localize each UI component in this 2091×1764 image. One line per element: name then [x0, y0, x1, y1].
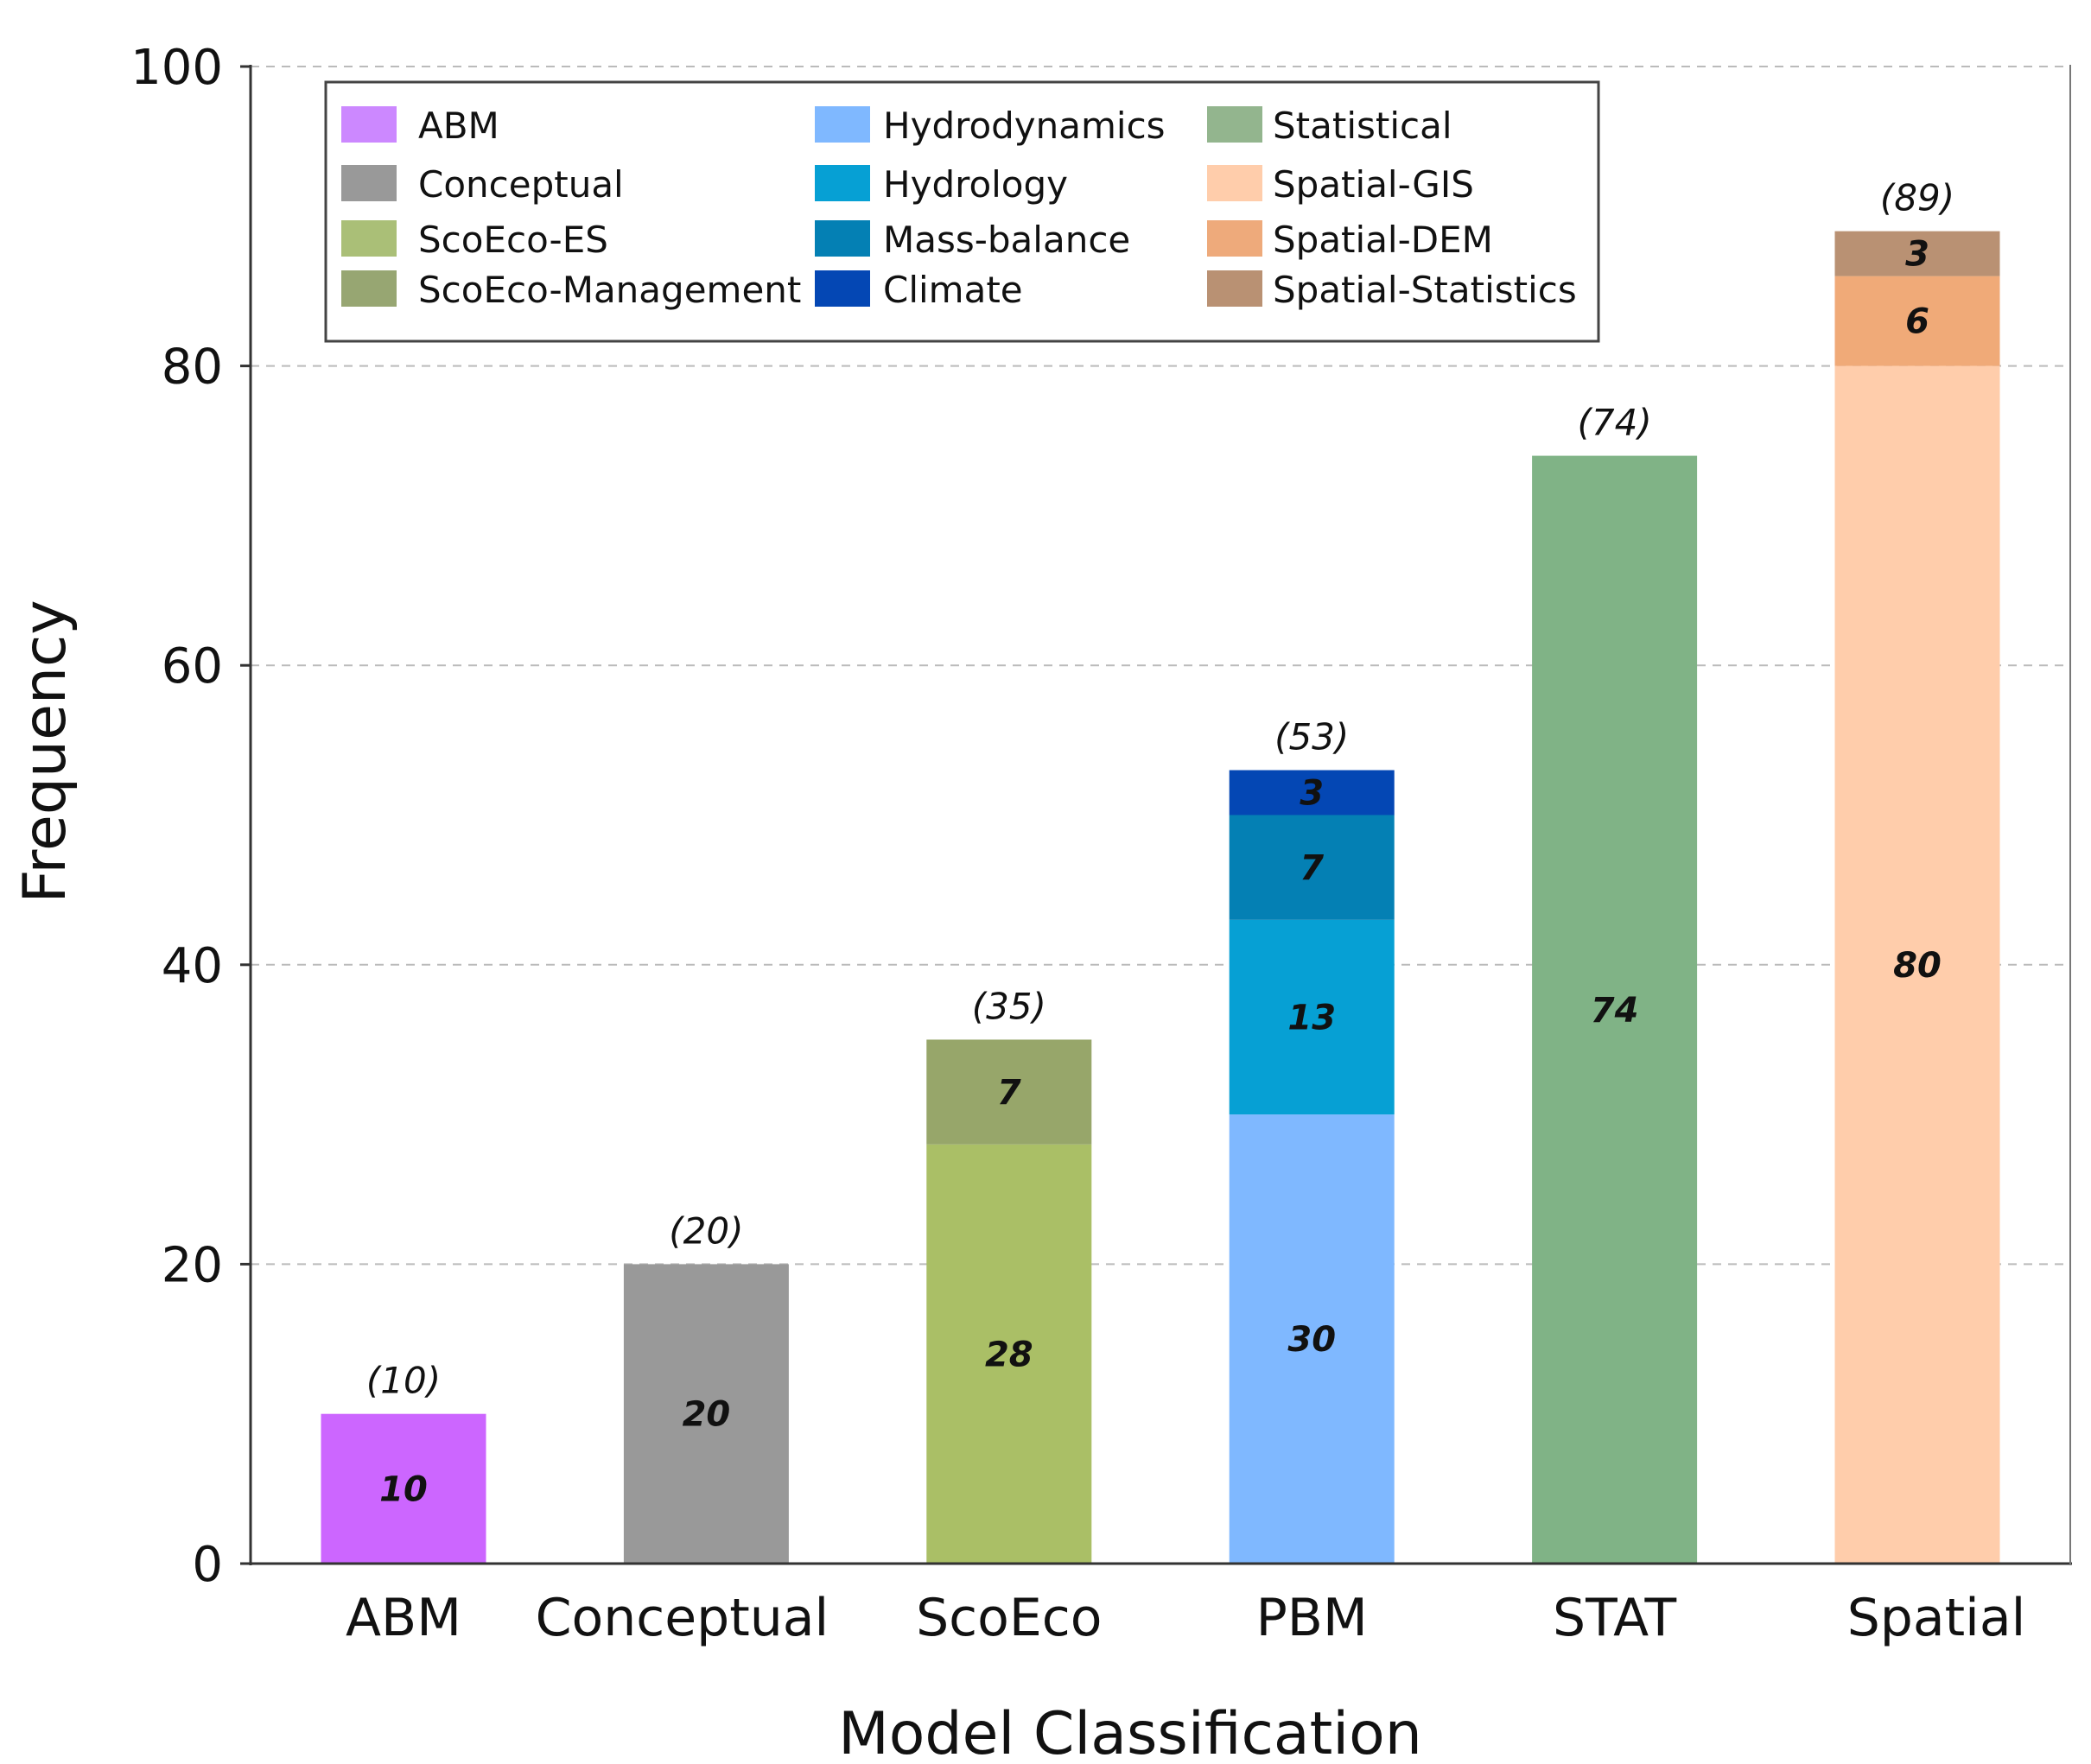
legend-swatch	[1207, 165, 1262, 201]
bar-total-label: (35)	[972, 985, 1046, 1027]
legend-label: Climate	[883, 269, 1023, 311]
legend: ABM Conceptual ScoEco-ES ScoEco-Management H…	[324, 80, 1600, 343]
legend-swatch	[815, 165, 870, 201]
legend-label: Statistical	[1273, 105, 1452, 147]
x-tick-label: Spatial	[1847, 1588, 2026, 1648]
bar-total-label: (74)	[1577, 402, 1651, 444]
y-tick-label: 80	[162, 339, 223, 396]
y-tick-labels: 0 20 40 60 80 100	[130, 40, 251, 1593]
segment-value-label: 30	[1287, 1320, 1336, 1360]
bar-total-label: (53)	[1274, 716, 1349, 758]
legend-swatch	[341, 220, 397, 257]
bars: 10 (10) 20 (20) 28 7 (35) 30 13 7 3 (53) 74 (74) 80 6 3 (…	[321, 177, 2000, 1564]
y-tick-label: 0	[192, 1537, 223, 1593]
x-tick-label: PBM	[1256, 1588, 1368, 1648]
legend-swatch	[341, 165, 397, 201]
y-tick-label: 40	[162, 938, 223, 994]
legend-label: Spatial-Statistics	[1273, 269, 1577, 311]
segment-value-label: 6	[1905, 302, 1929, 342]
bar-segment	[1834, 231, 2000, 276]
x-tick-label: Conceptual	[536, 1588, 829, 1648]
legend-label: Conceptual	[418, 163, 624, 206]
x-tick-label: ABM	[346, 1588, 461, 1648]
legend-label: ABM	[418, 105, 499, 147]
segment-value-label: 7	[1300, 848, 1324, 888]
y-tick-label: 100	[130, 40, 223, 96]
y-axis-label: Frequency	[11, 600, 79, 903]
legend-swatch	[1207, 220, 1262, 257]
y-tick-label: 60	[162, 638, 223, 695]
bar-total-label: (10)	[366, 1360, 441, 1402]
legend-swatch	[1207, 270, 1262, 307]
segment-value-label: 3	[1300, 774, 1324, 814]
bar-segment	[1229, 815, 1395, 920]
bar-segment	[1834, 276, 2000, 366]
gridlines	[251, 66, 2070, 1266]
legend-swatch	[1207, 106, 1262, 143]
x-tick-labels: ABM Conceptual ScoEco PBM STAT Spatial	[346, 1588, 2025, 1648]
segment-value-label: 28	[985, 1335, 1033, 1374]
bar-segment	[926, 1144, 1092, 1564]
bar-segment	[623, 1264, 789, 1564]
legend-label: ScoEco-Management	[418, 269, 801, 311]
legend-swatch	[815, 220, 870, 257]
bar-segment	[1229, 919, 1395, 1115]
legend-label: Mass-balance	[883, 219, 1130, 261]
x-tick-label: ScoEco	[916, 1588, 1102, 1648]
x-tick-label: STAT	[1553, 1588, 1676, 1648]
segment-value-label: 80	[1893, 946, 1942, 986]
segment-value-label: 13	[1287, 998, 1336, 1037]
legend-label: Hydrology	[883, 163, 1068, 206]
segment-value-label: 3	[1905, 235, 1929, 275]
segment-value-label: 10	[379, 1469, 428, 1509]
y-tick-label: 20	[162, 1237, 223, 1293]
bar-segment	[1229, 770, 1395, 815]
bar-segment	[926, 1039, 1092, 1145]
legend-swatch	[815, 106, 870, 143]
x-axis-label: Model Classification	[838, 1700, 1422, 1764]
legend-swatch	[341, 106, 397, 143]
legend-box	[324, 80, 1600, 343]
bar-segment	[1834, 365, 2000, 1564]
bar-segment	[321, 1413, 486, 1564]
segment-value-label: 20	[683, 1395, 731, 1435]
legend-label: Spatial-DEM	[1273, 219, 1493, 261]
legend-label: Hydrodynamics	[883, 105, 1166, 147]
bar-total-label: (89)	[1880, 177, 1954, 219]
bar-segment	[1532, 455, 1698, 1564]
legend-swatch	[341, 270, 397, 307]
legend-swatch	[815, 270, 870, 307]
segment-value-label: 7	[997, 1073, 1021, 1113]
legend-label: Spatial-GIS	[1273, 163, 1474, 206]
bar-segment	[1229, 1114, 1395, 1564]
legend-label: ScoEco-ES	[418, 219, 608, 261]
segment-value-label: 74	[1591, 991, 1639, 1031]
bar-total-label: (20)	[669, 1209, 743, 1252]
